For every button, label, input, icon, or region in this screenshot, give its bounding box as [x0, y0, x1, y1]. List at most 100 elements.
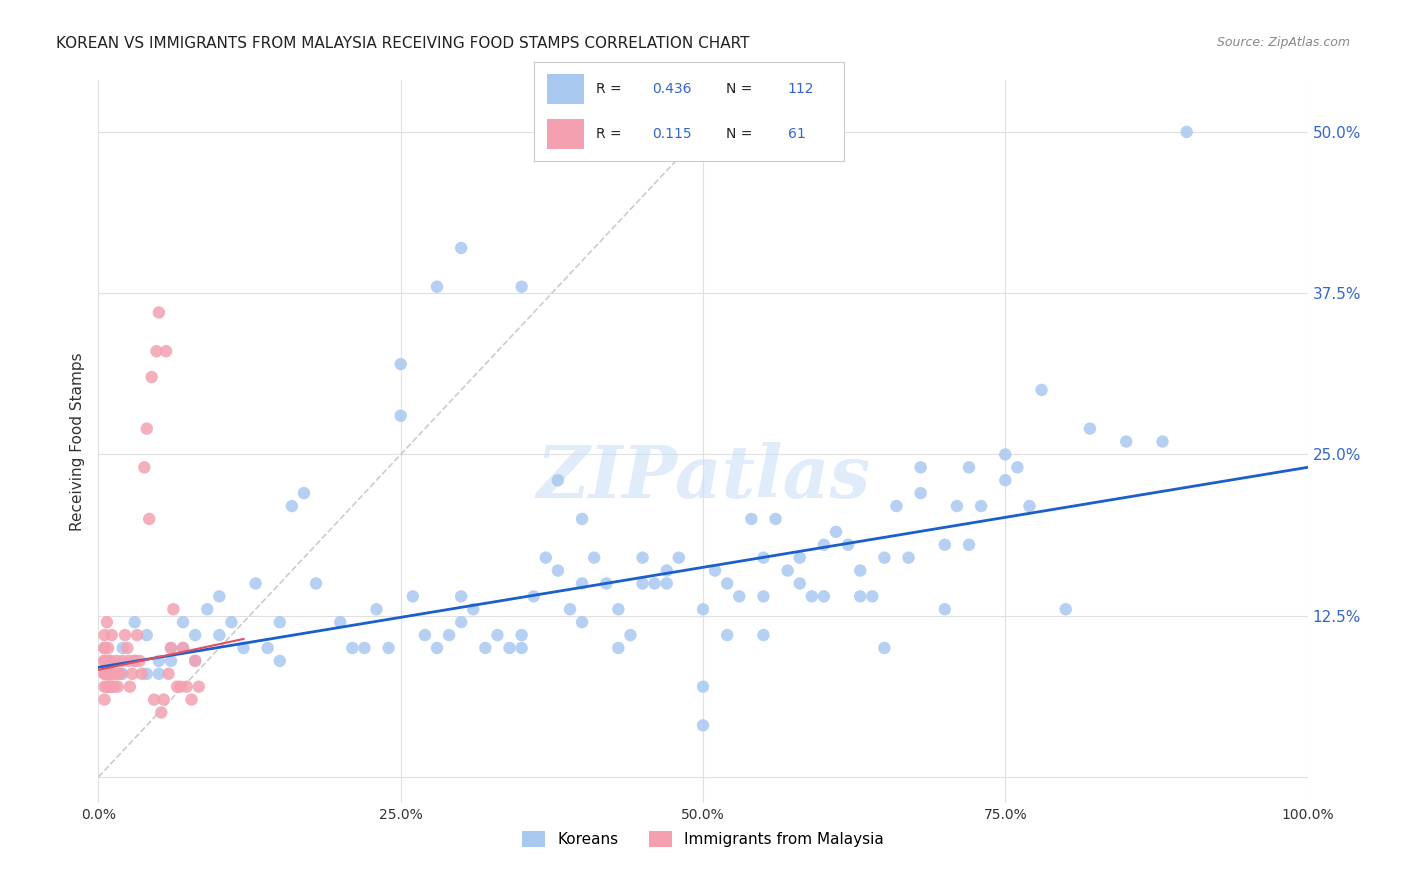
- Point: [184, 654, 207, 668]
- Point: [93, 654, 115, 668]
- Point: [101, 666, 124, 681]
- Point: [111, 654, 134, 668]
- Point: [849, 564, 872, 578]
- Point: [510, 279, 533, 293]
- Point: [970, 499, 993, 513]
- Point: [221, 615, 243, 630]
- Point: [450, 590, 472, 604]
- Point: [114, 628, 136, 642]
- Point: [897, 550, 920, 565]
- Point: [97, 640, 120, 655]
- Point: [994, 473, 1017, 487]
- Point: [1078, 422, 1101, 436]
- Point: [910, 486, 932, 500]
- Point: [111, 666, 134, 681]
- FancyBboxPatch shape: [547, 120, 583, 149]
- Point: [152, 692, 174, 706]
- Point: [100, 666, 122, 681]
- Point: [571, 512, 593, 526]
- Point: [595, 576, 617, 591]
- Point: [946, 499, 969, 513]
- Point: [108, 666, 131, 681]
- Point: [583, 550, 606, 565]
- Point: [1152, 434, 1174, 449]
- Point: [100, 680, 122, 694]
- Point: [389, 409, 412, 423]
- Point: [547, 564, 569, 578]
- Point: [127, 628, 149, 642]
- Point: [510, 628, 533, 642]
- Text: ZIPatlas: ZIPatlas: [536, 442, 870, 513]
- Point: [329, 615, 352, 630]
- Point: [105, 654, 128, 668]
- Point: [692, 718, 714, 732]
- Point: [93, 640, 115, 655]
- Point: [184, 628, 207, 642]
- Point: [813, 590, 835, 604]
- Point: [108, 666, 131, 681]
- Point: [100, 680, 122, 694]
- Point: [176, 680, 198, 694]
- Point: [607, 602, 630, 616]
- Point: [172, 640, 194, 655]
- Text: N =: N =: [725, 82, 752, 96]
- Point: [994, 447, 1017, 461]
- Y-axis label: Receiving Food Stamps: Receiving Food Stamps: [69, 352, 84, 531]
- Point: [704, 564, 727, 578]
- Point: [135, 628, 157, 642]
- Point: [800, 590, 823, 604]
- Point: [172, 615, 194, 630]
- Point: [789, 576, 811, 591]
- Point: [98, 654, 121, 668]
- Point: [752, 590, 775, 604]
- FancyBboxPatch shape: [547, 74, 583, 103]
- Text: N =: N =: [725, 127, 752, 141]
- Point: [135, 422, 157, 436]
- Point: [157, 666, 180, 681]
- Point: [886, 499, 908, 513]
- Point: [184, 654, 207, 668]
- Point: [96, 666, 118, 681]
- Point: [825, 524, 848, 539]
- Point: [93, 692, 115, 706]
- Point: [644, 576, 666, 591]
- Point: [160, 654, 183, 668]
- Point: [474, 640, 496, 655]
- Legend: Koreans, Immigrants from Malaysia: Koreans, Immigrants from Malaysia: [516, 825, 890, 853]
- Point: [169, 680, 191, 694]
- Point: [128, 654, 150, 668]
- Point: [187, 680, 209, 694]
- Text: Source: ZipAtlas.com: Source: ZipAtlas.com: [1216, 36, 1350, 49]
- Point: [124, 615, 146, 630]
- Point: [97, 666, 120, 681]
- Point: [558, 602, 581, 616]
- Text: R =: R =: [596, 82, 621, 96]
- Point: [450, 615, 472, 630]
- Point: [776, 564, 799, 578]
- Point: [143, 692, 166, 706]
- Point: [655, 564, 678, 578]
- Point: [1054, 602, 1077, 616]
- Point: [1175, 125, 1198, 139]
- Point: [98, 680, 121, 694]
- Point: [366, 602, 388, 616]
- Point: [93, 680, 115, 694]
- Point: [607, 640, 630, 655]
- Point: [148, 305, 170, 319]
- Point: [208, 590, 231, 604]
- Point: [752, 628, 775, 642]
- Point: [813, 538, 835, 552]
- Point: [131, 666, 153, 681]
- Point: [180, 692, 202, 706]
- Point: [104, 666, 127, 681]
- Point: [571, 576, 593, 591]
- Point: [934, 538, 956, 552]
- Point: [305, 576, 328, 591]
- Point: [377, 640, 399, 655]
- Point: [655, 576, 678, 591]
- Point: [148, 654, 170, 668]
- Point: [547, 473, 569, 487]
- Point: [789, 550, 811, 565]
- Text: KOREAN VS IMMIGRANTS FROM MALAYSIA RECEIVING FOOD STAMPS CORRELATION CHART: KOREAN VS IMMIGRANTS FROM MALAYSIA RECEI…: [56, 36, 749, 51]
- Point: [162, 602, 184, 616]
